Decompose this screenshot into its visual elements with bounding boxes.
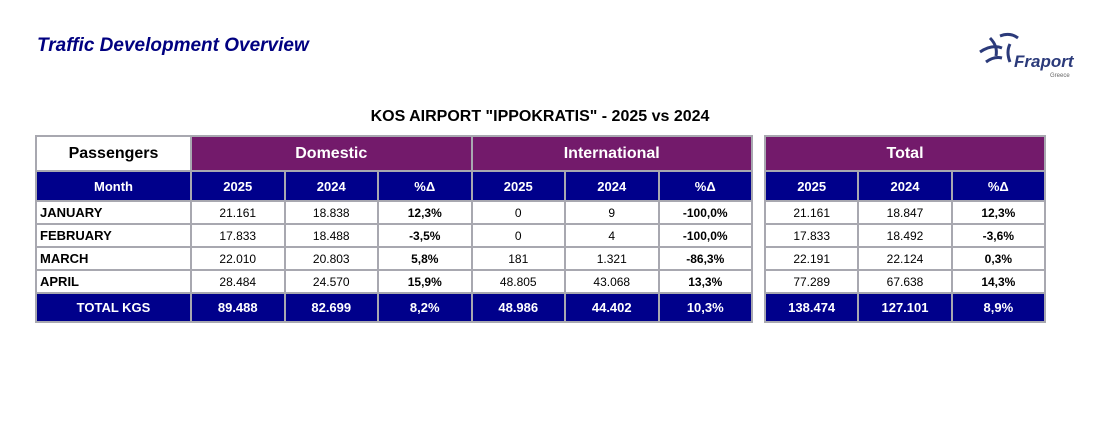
logo-text: Fraport (1014, 52, 1074, 71)
international-cell: 1.321 (564, 246, 660, 271)
total-cell: 127.101 (857, 292, 953, 323)
international-cell: -100,0% (657, 200, 753, 225)
international-col-header: 2025 (470, 170, 566, 202)
total-cell: 67.638 (857, 269, 953, 294)
total-col-header: 2024 (857, 170, 953, 202)
domestic-header: Domestic (190, 135, 473, 172)
international-cell: 0 (470, 223, 566, 248)
total-col-header: 2025 (763, 170, 860, 202)
total-cell: 12,3% (950, 200, 1047, 225)
domestic-cell: 12,3% (377, 200, 473, 225)
domestic-col-header: 2024 (283, 170, 379, 202)
total-col-header: %Δ (950, 170, 1047, 202)
domestic-cell: -3,5% (377, 223, 473, 248)
international-cell: 0 (470, 200, 566, 225)
international-cell: 44.402 (564, 292, 660, 323)
total-cell: 21.161 (763, 200, 860, 225)
table-row: 22.191 22.124 0,3% (763, 246, 1047, 271)
international-cell: 43.068 (564, 269, 660, 294)
total-header: Total (764, 135, 1046, 172)
international-cell: 181 (470, 246, 566, 271)
table-row: APRIL 28.484 24.570 15,9% 48.805 43.068 13,3% (35, 269, 753, 294)
domestic-cell: 15,9% (377, 269, 473, 294)
international-col-header: %Δ (657, 170, 753, 202)
table-row: MARCH 22.010 20.803 5,8% 181 1.321 -86,3% (35, 246, 753, 271)
total-cell: 22.191 (763, 246, 860, 271)
domestic-cell: 22.010 (190, 246, 286, 271)
month-cell: FEBRUARY (35, 223, 192, 248)
star-logo-icon (979, 32, 1019, 64)
international-cell: 9 (564, 200, 660, 225)
international-col-header: 2024 (564, 170, 660, 202)
total-cell: 18.492 (857, 223, 953, 248)
table-row: 77.289 67.638 14,3% (763, 269, 1047, 294)
domestic-cell: 21.161 (190, 200, 286, 225)
domestic-cell: 28.484 (190, 269, 286, 294)
month-header: Month (35, 170, 192, 202)
table-row: FEBRUARY 17.833 18.488 -3,5% 0 4 -100,0% (35, 223, 753, 248)
passengers-header: Passengers (35, 135, 192, 172)
domestic-cell: 82.699 (283, 292, 379, 323)
international-cell: 48.986 (470, 292, 566, 323)
page-title: Traffic Development Overview (37, 35, 309, 56)
table-row: 17.833 18.492 -3,6% (763, 223, 1047, 248)
total-cell: 17.833 (763, 223, 860, 248)
month-cell: TOTAL KGS (35, 292, 192, 323)
month-cell: MARCH (35, 246, 192, 271)
domestic-cell: 8,2% (377, 292, 473, 323)
total-cell: 0,3% (950, 246, 1047, 271)
table-row: 21.161 18.847 12,3% (763, 200, 1047, 225)
international-cell: 48.805 (470, 269, 566, 294)
total-table: Total 2025 2024 %Δ 21.161 18.847 12,3% 17.833… (763, 135, 1047, 323)
month-cell: APRIL (35, 269, 192, 294)
international-header: International (470, 135, 753, 172)
total-cell: 18.847 (857, 200, 953, 225)
logo-subtext: Greece (1050, 73, 1070, 79)
domestic-cell: 5,8% (377, 246, 473, 271)
international-cell: -100,0% (657, 223, 753, 248)
table-row: JANUARY 21.161 18.838 12,3% 0 9 -100,0% (35, 200, 753, 225)
domestic-col-header: 2025 (190, 170, 286, 202)
domestic-cell: 89.488 (190, 292, 286, 323)
international-cell: 13,3% (657, 269, 753, 294)
domestic-international-table: Passengers Domestic International Month 2… (35, 135, 753, 323)
table-row: 138.474 127.101 8,9% (763, 292, 1047, 323)
month-cell: JANUARY (35, 200, 192, 225)
table-row: TOTAL KGS 89.488 82.699 8,2% 48.986 44.402 10,… (35, 292, 753, 323)
report-subtitle: KOS AIRPORT "IPPOKRATIS" - 2025 vs 2024 (370, 108, 710, 125)
domestic-col-header: %Δ (377, 170, 473, 202)
domestic-cell: 24.570 (283, 269, 379, 294)
fraport-logo: Fraport Greece (972, 30, 1082, 86)
international-cell: 10,3% (657, 292, 753, 323)
international-cell: -86,3% (657, 246, 753, 271)
total-cell: 77.289 (763, 269, 860, 294)
total-cell: 22.124 (857, 246, 953, 271)
domestic-cell: 18.488 (283, 223, 379, 248)
total-cell: 14,3% (950, 269, 1047, 294)
total-cell: 8,9% (950, 292, 1047, 323)
international-cell: 4 (564, 223, 660, 248)
total-cell: -3,6% (950, 223, 1047, 248)
domestic-cell: 20.803 (283, 246, 379, 271)
total-cell: 138.474 (763, 292, 860, 323)
domestic-cell: 17.833 (190, 223, 286, 248)
domestic-cell: 18.838 (283, 200, 379, 225)
